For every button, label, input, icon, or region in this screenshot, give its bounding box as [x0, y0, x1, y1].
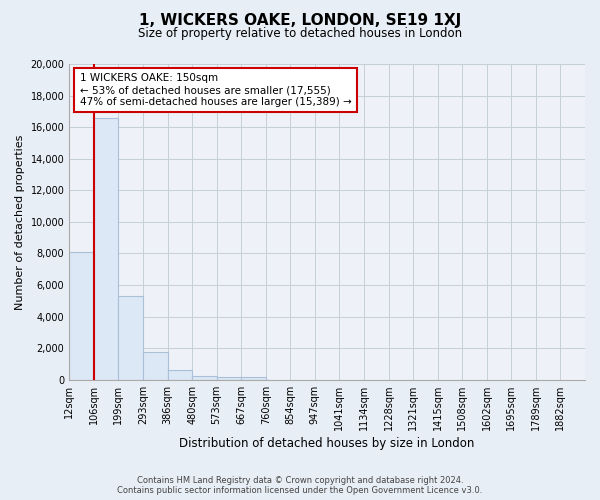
X-axis label: Distribution of detached houses by size in London: Distribution of detached houses by size … [179, 437, 475, 450]
Bar [217, 377, 241, 380]
Text: 1 WICKERS OAKE: 150sqm
← 53% of detached houses are smaller (17,555)
47% of semi: 1 WICKERS OAKE: 150sqm ← 53% of detached… [80, 74, 352, 106]
Text: Contains HM Land Registry data © Crown copyright and database right 2024.
Contai: Contains HM Land Registry data © Crown c… [118, 476, 482, 495]
Text: Size of property relative to detached houses in London: Size of property relative to detached ho… [138, 28, 462, 40]
Bar [118, 296, 143, 380]
Bar [241, 378, 266, 380]
Bar [192, 376, 217, 380]
Text: 1, WICKERS OAKE, LONDON, SE19 1XJ: 1, WICKERS OAKE, LONDON, SE19 1XJ [139, 12, 461, 28]
Bar [94, 118, 118, 380]
Bar [167, 370, 192, 380]
Y-axis label: Number of detached properties: Number of detached properties [15, 134, 25, 310]
Bar [69, 252, 94, 380]
Bar [143, 352, 167, 380]
